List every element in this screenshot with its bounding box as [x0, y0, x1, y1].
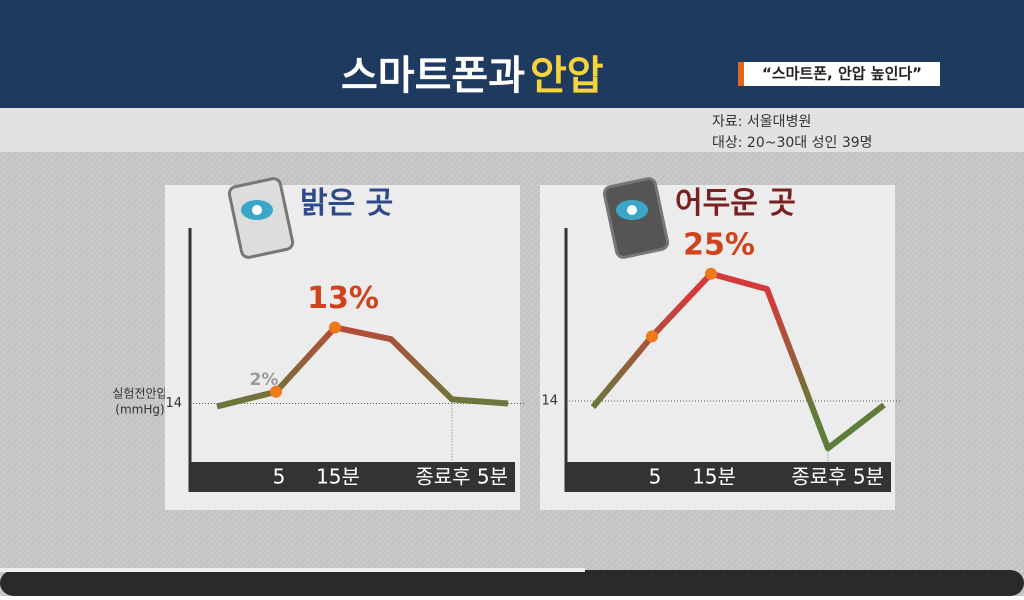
panel — [165, 185, 520, 510]
player-bar — [0, 570, 1024, 596]
y-tick-label: 14 — [541, 393, 558, 408]
point — [646, 330, 658, 343]
header-band — [0, 0, 1024, 108]
eye-pupil — [252, 205, 262, 215]
subjects: 대상: 20~30대 성인 39명 — [712, 135, 873, 151]
panel-title: 밝은 곳 — [300, 186, 393, 221]
progress[interactable] — [0, 568, 585, 572]
panel — [540, 185, 895, 510]
title-highlight: 안압 — [530, 53, 604, 99]
x-axis-bar — [566, 462, 891, 492]
badge: “스마트폰, 안압 높인다” — [762, 65, 922, 83]
y-unit: (mmHg) — [115, 403, 164, 417]
y-label: 실험전안압 — [112, 387, 167, 401]
x-tick-label: 15분 — [316, 465, 360, 489]
point — [329, 321, 341, 334]
x-tick-label: 15분 — [692, 465, 736, 489]
point — [270, 385, 282, 398]
panel-title: 어두운 곳 — [675, 186, 796, 221]
source: 자료: 서울대병원 — [712, 114, 811, 130]
badge-box — [738, 62, 940, 86]
x-tick-label: 5 — [273, 465, 286, 489]
value-label: 2% — [250, 370, 279, 390]
value-label: 13% — [307, 281, 379, 316]
source-band — [0, 108, 1024, 152]
y-tick-label: 14 — [165, 396, 182, 411]
line — [216, 324, 509, 410]
title: 스마트폰과 — [341, 53, 525, 99]
point — [705, 267, 717, 280]
value-label: 25% — [683, 227, 755, 262]
x-tick-label: 종료후 5분 — [415, 465, 508, 489]
badge-accent — [738, 62, 744, 86]
eye-pupil — [627, 205, 637, 215]
x-tick-label: 종료후 5분 — [791, 465, 884, 489]
x-axis-bar — [190, 462, 515, 492]
line — [590, 270, 886, 452]
x-tick-label: 5 — [649, 465, 662, 489]
